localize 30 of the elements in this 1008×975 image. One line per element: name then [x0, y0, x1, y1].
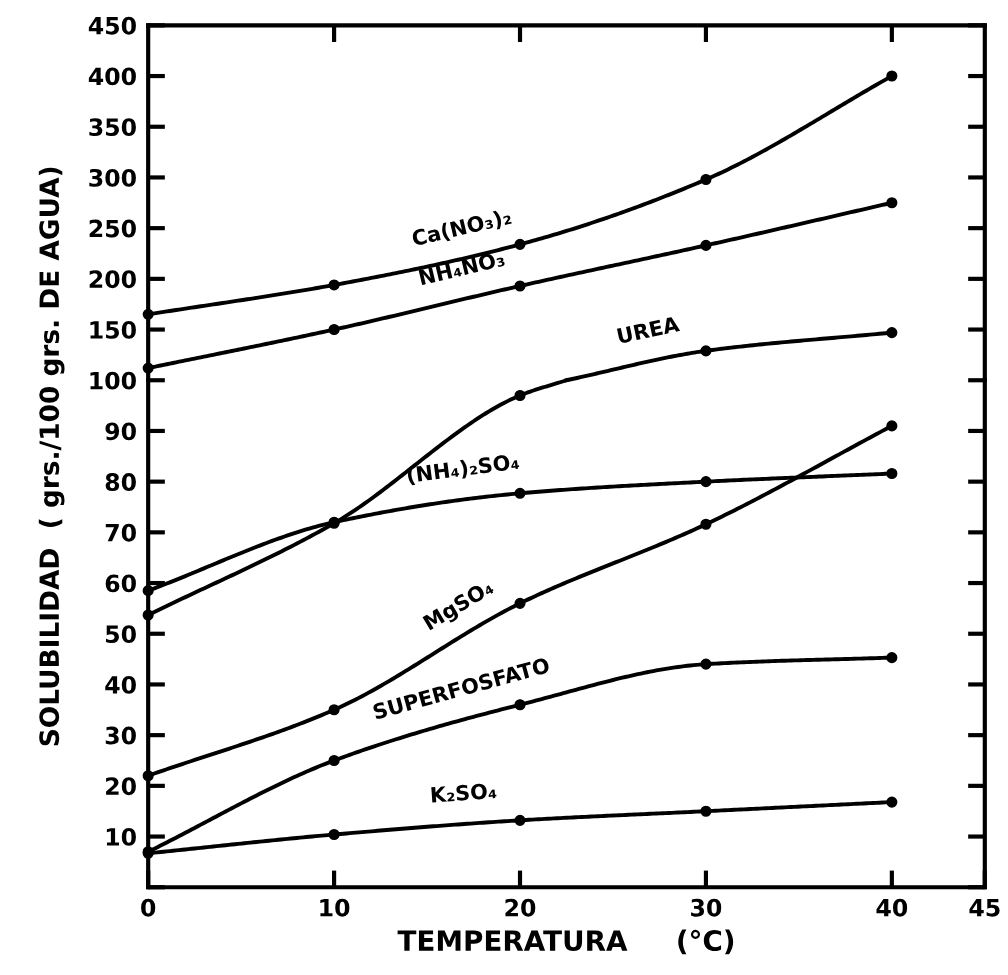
- y-tick-label: 80: [105, 473, 136, 491]
- x-tick-label: 45: [969, 899, 1000, 917]
- x-tick-label: 20: [505, 898, 536, 917]
- y-tick-label: 50: [106, 625, 136, 644]
- x-axis-title: TEMPERATURA (°C): [397, 929, 734, 955]
- y-tick-label: 200: [89, 270, 136, 289]
- series-label: K₂SO₄: [431, 782, 497, 803]
- y-axis-title: SOLUBILIDAD ( grs./100 grs. DE AGUA): [38, 167, 65, 746]
- y-tick-label: 350: [89, 118, 136, 137]
- x-tick-label: 0: [141, 898, 156, 917]
- y-tick-label: 60: [105, 574, 136, 593]
- y-tick-label: 70: [105, 523, 136, 542]
- y-tick-label: 100: [90, 371, 136, 390]
- x-tick-label: 10: [320, 898, 350, 917]
- y-tick-label: 400: [88, 67, 136, 86]
- x-tick-label: 40: [876, 898, 908, 917]
- y-tick-label: 150: [90, 321, 136, 339]
- text: UREA: [616, 315, 681, 344]
- text: NH₄NO₃: [418, 250, 506, 286]
- y-tick-label: 250: [89, 219, 136, 238]
- text: Ca(NO₃)₂: [411, 207, 513, 249]
- y-tick-label: 90: [105, 422, 136, 441]
- y-tick-label: 10: [106, 828, 136, 846]
- y-tick-label: 300: [89, 168, 136, 187]
- y-tick-label: 40: [105, 675, 136, 694]
- x-tick-label: 30: [691, 898, 722, 917]
- y-tick-label: 20: [106, 777, 136, 796]
- y-tick-label: 450: [88, 16, 136, 35]
- text: (NH₄)₂SO₄: [406, 452, 520, 486]
- y-tick-label: 30: [105, 726, 136, 745]
